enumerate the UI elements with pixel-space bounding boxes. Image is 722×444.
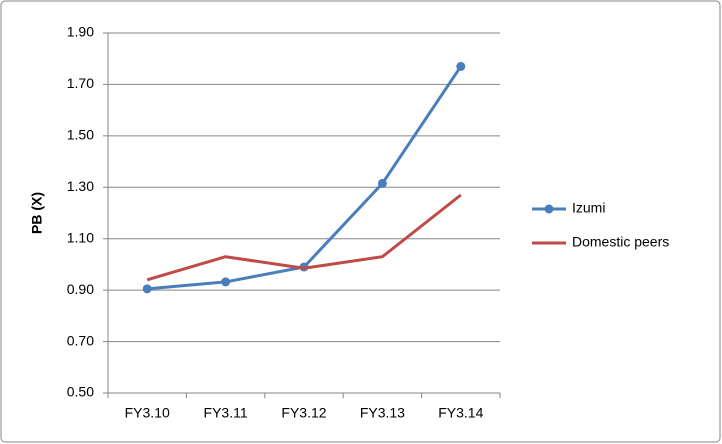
point-marker: [456, 61, 466, 71]
x-tick-label: FY3.12: [281, 405, 326, 421]
point-marker: [221, 277, 231, 287]
y-tick-label: 1.10: [67, 229, 94, 245]
y-tick-label: 1.90: [67, 24, 94, 40]
y-axis-label: PB (X): [29, 192, 45, 234]
y-tick-label: 0.90: [67, 281, 94, 297]
y-tick-label: 0.70: [67, 332, 94, 348]
y-tick-label: 1.70: [67, 75, 94, 91]
y-tick-label: 1.50: [67, 127, 94, 143]
legend-marker: [544, 204, 554, 214]
y-tick-label: 0.50: [67, 384, 94, 400]
y-tick-label: 1.30: [67, 178, 94, 194]
point-marker: [377, 178, 387, 188]
series-line: [146, 193, 462, 282]
legend-label: Domestic peers: [572, 234, 669, 250]
x-tick-label: FY3.10: [125, 405, 170, 421]
x-tick-label: FY3.11: [204, 405, 248, 421]
point-marker: [142, 284, 152, 294]
x-tick-label: FY3.14: [438, 405, 483, 421]
x-tick-label: FY3.13: [360, 405, 405, 421]
legend-label: Izumi: [572, 200, 605, 216]
